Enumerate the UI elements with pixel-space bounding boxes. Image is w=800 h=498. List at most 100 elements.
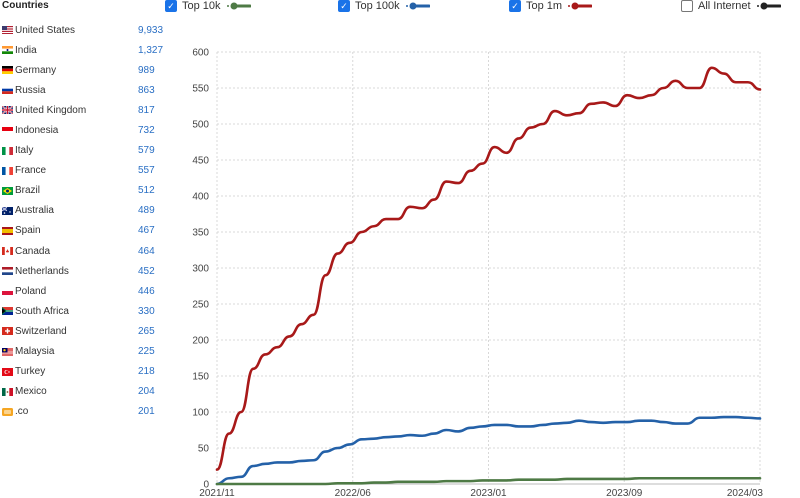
co-tld-flag-icon (2, 407, 13, 416)
za-flag-icon (2, 307, 13, 316)
us-flag-icon (2, 26, 13, 35)
de-flag-icon (2, 66, 13, 75)
country-name: Netherlands (15, 265, 69, 277)
country-count: 446 (138, 285, 155, 297)
ch-flag-icon (2, 327, 13, 336)
legend-label: Top 100k (355, 0, 400, 12)
legend-label: All Internet (698, 0, 751, 12)
tr-flag-icon (2, 367, 13, 376)
country-name: United States (15, 24, 76, 36)
legend-toggle-top-10k[interactable]: ✓ Top 10k (165, 0, 251, 12)
country-row-in[interactable]: India 1,327 (0, 40, 172, 60)
checkbox-icon[interactable]: ✓ (338, 0, 350, 12)
series-swatch-icon (568, 2, 593, 10)
my-flag-icon (2, 347, 13, 356)
country-count: 204 (138, 386, 155, 398)
usage-line-chart: 0 50 100 150 200 250 300 350 400 450 500 550 600 2021… (192, 48, 764, 498)
country-row-de[interactable]: Germany 989 (0, 60, 172, 80)
country-name: Poland (15, 285, 47, 297)
country-count: 732 (138, 125, 155, 137)
country-row-pl[interactable]: Poland 446 (0, 281, 172, 301)
country-count: 817 (138, 104, 155, 116)
y-tick-label: 400 (192, 192, 209, 203)
country-row-ru[interactable]: Russia 863 (0, 80, 172, 100)
checkbox-icon[interactable]: ✓ (165, 0, 177, 12)
y-tick-label: 300 (192, 264, 209, 275)
country-name: Brazil (15, 185, 41, 197)
y-tick-label: 450 (192, 156, 209, 167)
country-name: Italy (15, 145, 34, 157)
legend-toggle-all-internet[interactable]: All Internet (681, 0, 781, 12)
nl-flag-icon (2, 267, 13, 276)
country-row-za[interactable]: South Africa 330 (0, 301, 172, 321)
series-swatch-icon (405, 2, 430, 10)
series-swatch-icon (756, 2, 781, 10)
au-flag-icon (2, 206, 13, 215)
country-row-co-tld[interactable]: .co 201 (0, 402, 172, 422)
y-tick-label: 100 (192, 408, 209, 419)
country-row-es[interactable]: Spain 467 (0, 221, 172, 241)
es-flag-icon (2, 226, 13, 235)
country-name: Germany (15, 64, 57, 76)
country-row-nl[interactable]: Netherlands 452 (0, 261, 172, 281)
fr-flag-icon (2, 166, 13, 175)
legend-toggle-top-1m[interactable]: ✓ Top 1m (509, 0, 593, 12)
gb-flag-icon (2, 106, 13, 115)
y-tick-label: 600 (192, 48, 209, 59)
country-row-gb[interactable]: United Kingdom 817 (0, 100, 172, 120)
y-tick-label: 200 (192, 336, 209, 347)
country-row-br[interactable]: Brazil 512 (0, 181, 172, 201)
country-count: 989 (138, 64, 155, 76)
pl-flag-icon (2, 287, 13, 296)
series-line-top-100k (215, 415, 762, 486)
country-name: United Kingdom (15, 104, 87, 116)
country-row-au[interactable]: Australia 489 (0, 201, 172, 221)
country-count: 1,327 (138, 44, 164, 56)
country-count: 489 (138, 205, 155, 217)
country-name: Spain (15, 225, 41, 237)
country-row-ca[interactable]: Canada 464 (0, 241, 172, 261)
x-tick-label: 2023/09 (606, 488, 643, 498)
country-count: 464 (138, 245, 155, 257)
checkbox-icon[interactable] (681, 0, 693, 12)
country-row-it[interactable]: Italy 579 (0, 141, 172, 161)
country-row-us[interactable]: United States 9,933 (0, 20, 172, 40)
series-line-top-1m (215, 66, 762, 471)
country-row-ch[interactable]: Switzerland 265 (0, 321, 172, 341)
country-row-mx[interactable]: Mexico 204 (0, 382, 172, 402)
country-count: 330 (138, 305, 155, 317)
x-tick-label: 2022/06 (335, 488, 372, 498)
country-name: Turkey (15, 366, 46, 378)
country-name: Malaysia (15, 346, 55, 358)
series-legend: ✓ Top 10k ✓ Top 100k ✓ Top 1m All Internet (165, 0, 800, 14)
x-tick-label: 2023/01 (470, 488, 507, 498)
country-count: 9,933 (138, 24, 164, 36)
country-name: Australia (15, 205, 54, 217)
country-list: United States 9,933 India 1,327 Germany 989 Ru… (0, 20, 172, 422)
country-row-id[interactable]: Indonesia 732 (0, 120, 172, 140)
x-tick-label: 2024/03 (727, 488, 764, 498)
y-tick-label: 250 (192, 300, 209, 311)
country-name: India (15, 44, 37, 56)
country-row-fr[interactable]: France 557 (0, 161, 172, 181)
country-count: 218 (138, 366, 155, 378)
in-flag-icon (2, 46, 13, 55)
country-name: France (15, 165, 47, 177)
country-row-tr[interactable]: Turkey 218 (0, 362, 172, 382)
country-count: 265 (138, 325, 155, 337)
it-flag-icon (2, 146, 13, 155)
country-name: Indonesia (15, 125, 59, 137)
legend-toggle-top-100k[interactable]: ✓ Top 100k (338, 0, 430, 12)
country-name: South Africa (15, 305, 69, 317)
legend-label: Top 1m (526, 0, 563, 12)
checkbox-icon[interactable]: ✓ (509, 0, 521, 12)
country-name: .co (15, 406, 29, 418)
id-flag-icon (2, 126, 13, 135)
series-line-top-10k (215, 476, 762, 486)
country-row-my[interactable]: Malaysia 225 (0, 342, 172, 362)
country-count: 512 (138, 185, 155, 197)
y-tick-label: 350 (192, 228, 209, 239)
country-count: 557 (138, 165, 155, 177)
country-name: Russia (15, 84, 46, 96)
country-count: 467 (138, 225, 155, 237)
